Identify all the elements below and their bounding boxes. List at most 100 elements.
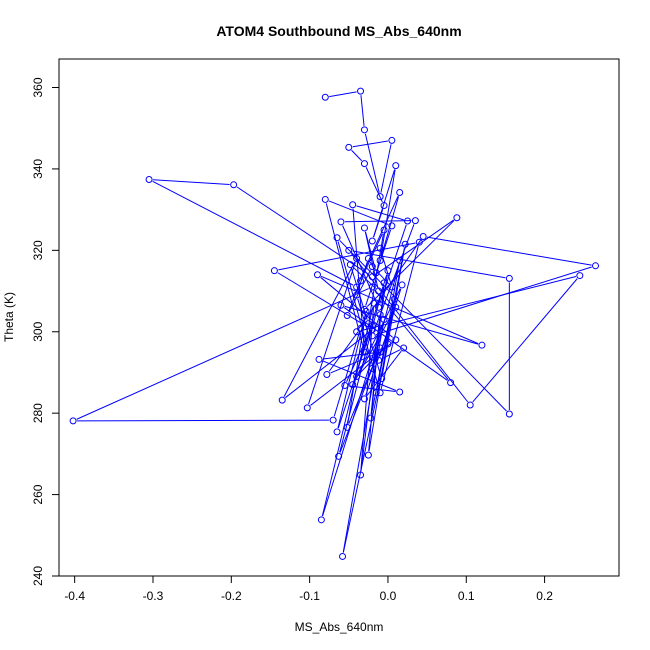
x-tick-label: 0.2 [536, 589, 553, 603]
series-segment [380, 169, 396, 257]
data-point [368, 263, 376, 271]
data-point [398, 281, 406, 289]
data-point [360, 160, 368, 168]
data-point [372, 269, 380, 277]
series-segment [321, 307, 374, 517]
series-segment [348, 269, 371, 313]
series-segment [352, 250, 506, 279]
series-segment [352, 140, 388, 148]
data-point [343, 423, 351, 431]
data-point [368, 322, 376, 330]
series-segment [153, 179, 230, 186]
data-point [404, 217, 412, 225]
data-point [367, 414, 375, 422]
data-point [345, 143, 353, 151]
data-layer [69, 87, 600, 560]
data-point [380, 226, 388, 234]
x-axis-label: MS_Abs_640nm [295, 620, 384, 634]
series-segment [344, 220, 412, 223]
data-point [230, 181, 238, 189]
y-tick-label: 340 [31, 159, 45, 179]
series-segment [356, 205, 404, 221]
data-point [401, 240, 409, 248]
data-point [343, 311, 351, 319]
series-segment [320, 275, 479, 345]
data-point [380, 202, 388, 210]
data-point [364, 254, 372, 262]
y-tick-label: 260 [31, 484, 45, 504]
data-point [376, 257, 384, 265]
x-tick-label: -0.4 [64, 589, 85, 603]
data-point [388, 283, 396, 291]
data-point [384, 340, 392, 348]
data-point [390, 295, 398, 303]
series-segment [379, 224, 407, 304]
data-point [376, 348, 384, 356]
data-point [392, 303, 400, 311]
series-segment [342, 347, 388, 553]
series-segment [380, 144, 392, 193]
data-point [376, 193, 384, 201]
series-segment [375, 266, 592, 336]
data-point [349, 201, 357, 209]
data-point [329, 416, 337, 424]
data-point [360, 224, 368, 232]
series-segment [308, 262, 356, 405]
data-point [396, 189, 404, 197]
series-segment [333, 332, 360, 417]
data-point [364, 451, 372, 459]
series-segment [277, 272, 370, 329]
series-segment [373, 169, 396, 238]
data-point [353, 254, 361, 262]
data-point [368, 283, 376, 291]
data-point [376, 344, 384, 352]
data-point [341, 381, 349, 389]
data-point [411, 217, 419, 225]
series-segment [374, 289, 449, 380]
series-segment [351, 149, 363, 162]
y-tick-label: 360 [31, 77, 45, 97]
data-point [376, 311, 384, 319]
y-axis: 240 260 280 300 320 340 360 [31, 77, 60, 586]
data-point [372, 389, 380, 397]
data-point [353, 373, 361, 381]
y-axis-label: Theta (K) [2, 292, 16, 342]
data-point [478, 341, 486, 349]
data-point [321, 195, 329, 203]
data-point [349, 381, 357, 389]
data-point [346, 261, 354, 269]
x-axis: -0.4 -0.3 -0.2 -0.1 0.0 0.1 0.2 [64, 575, 553, 603]
series-segment [380, 245, 419, 390]
series-segment [360, 307, 375, 472]
series-segment [365, 167, 383, 203]
series-segment [380, 251, 392, 284]
data-point [313, 271, 321, 279]
series-segment [375, 219, 454, 275]
series-segment [322, 323, 384, 517]
data-point [388, 136, 396, 144]
data-point [303, 404, 311, 412]
series-segment [427, 236, 592, 266]
y-tick-label: 320 [31, 240, 45, 260]
data-point [357, 471, 365, 479]
data-point [339, 552, 347, 560]
data-point [333, 428, 341, 436]
series-segment [472, 278, 578, 403]
data-point [357, 324, 365, 332]
data-point [69, 417, 77, 425]
data-point [419, 232, 427, 240]
series-segment [380, 196, 400, 257]
series-segment [76, 288, 369, 420]
data-point [360, 395, 368, 403]
series-segment [278, 242, 416, 271]
series-segment [368, 318, 381, 452]
series-segment [352, 266, 376, 289]
series-segment [350, 253, 469, 403]
data-point [396, 257, 404, 265]
data-point [400, 344, 408, 352]
data-point [453, 214, 461, 222]
series-segment [285, 331, 370, 399]
series-segment [343, 307, 448, 381]
series-segment [376, 248, 405, 389]
